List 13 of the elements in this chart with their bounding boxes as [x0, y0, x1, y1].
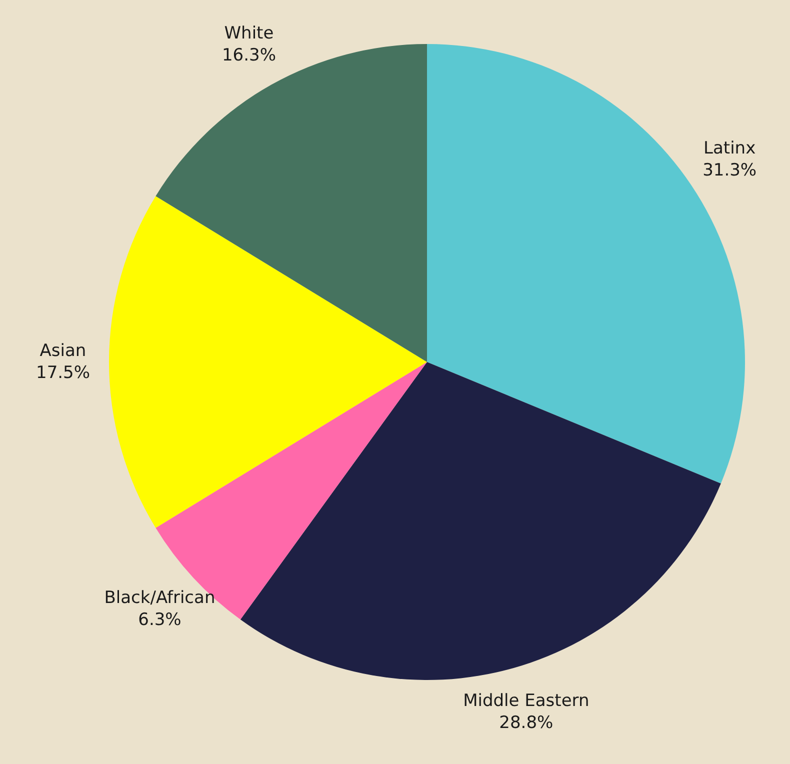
data-label: 17.5%: [36, 363, 90, 383]
data-label: 6.3%: [138, 610, 182, 630]
slice-label: Latinx: [704, 138, 756, 159]
slice-label: Middle Eastern: [463, 691, 590, 712]
data-label: 16.3%: [222, 46, 276, 66]
data-label: 28.8%: [499, 713, 554, 734]
slice-label: Black/African: [104, 588, 216, 608]
pie-slice: [240, 362, 721, 680]
slice-label: Asian: [40, 341, 86, 361]
pie-slice: [110, 196, 427, 528]
data-label: 31.3%: [702, 160, 757, 181]
pie-slice: [156, 44, 427, 362]
slice-label: White: [224, 24, 274, 44]
